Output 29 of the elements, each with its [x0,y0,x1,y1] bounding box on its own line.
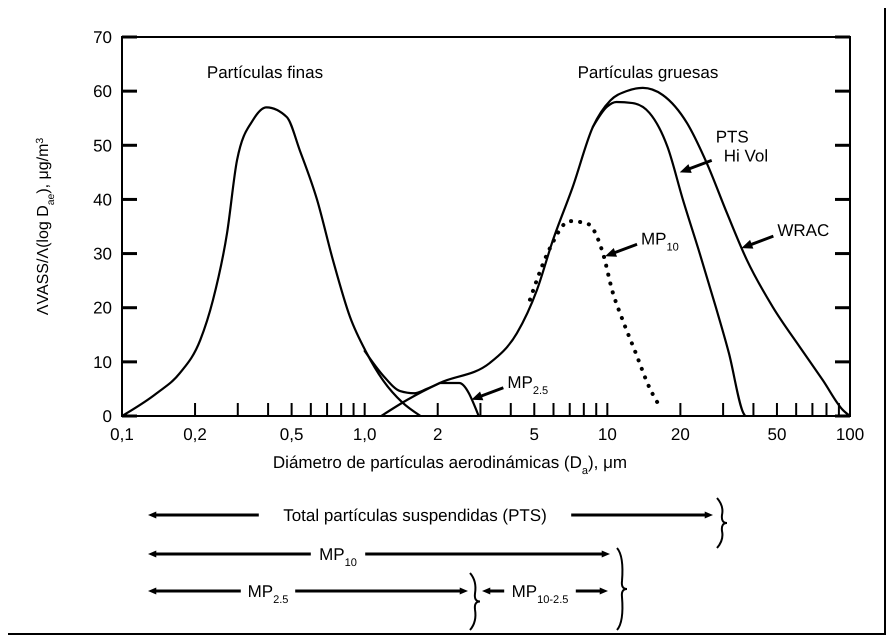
x-tick-label: 20 [670,425,690,444]
x-tick-label: 2 [432,425,442,444]
y-tick-label: 40 [93,190,112,210]
y-tick-label: 0 [102,407,112,426]
y-tick-label: 10 [93,352,112,372]
y-tick-label: 20 [93,298,112,318]
y-tick-label: 50 [93,136,112,156]
text: MP$_{10}$ [319,545,357,569]
y-tick-label: 70 [93,28,112,47]
x-tick-label: 0,2 [183,425,207,444]
x-tick-label: 0,5 [280,425,304,444]
text: Total partículas suspendidas (PTS) [283,506,547,525]
text: MP$_{10-2.5}$ [512,582,568,606]
annotation: WRAC [777,221,830,240]
y-tick-label: 30 [93,244,112,264]
x-tick-label: 1,0 [352,425,376,444]
annotation: Partículas finas [206,63,324,82]
x-tick-label: 10 [598,425,617,444]
x-tick-label: 50 [767,425,786,444]
x-tick-label: 5 [530,425,540,444]
text: MP$_{2.5}$ [248,582,288,606]
annotation: PTS Hi Vol [716,127,768,166]
annotation: Partículas gruesas [578,63,718,82]
annotation: MP$_{10}$ [641,229,679,254]
annotation: MP$_{2.5}$ [507,372,548,397]
x-tick-label: 0,1 [110,425,134,444]
y-tick-label: 60 [93,82,112,102]
x-tick-label: 100 [836,425,864,444]
x-axis-title: Diámetro de partículas aerodinámicas (D$_{a}$), μm [272,453,628,477]
